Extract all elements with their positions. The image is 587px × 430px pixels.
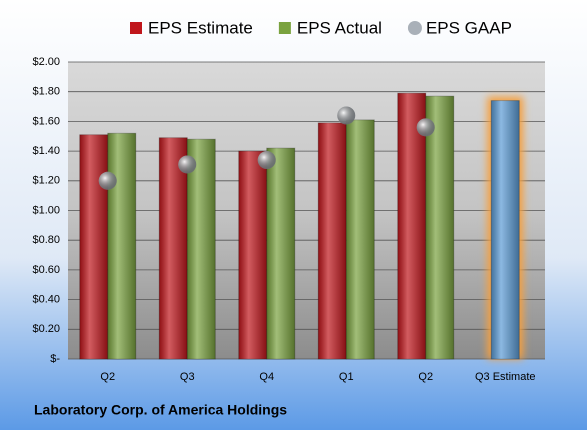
x-tick-label: Q2	[418, 371, 433, 383]
y-tick-label: $0.40	[32, 294, 60, 306]
legend-marker	[278, 22, 291, 34]
bar-shine	[266, 148, 295, 359]
legend-marker	[407, 21, 422, 35]
x-tick-label: Q3	[180, 371, 195, 383]
y-tick-label: $-	[50, 353, 60, 365]
y-tick-label: $0.20	[32, 323, 60, 335]
bar-shine	[79, 134, 108, 359]
y-tick-label: $0.80	[32, 234, 60, 246]
bar-shine	[238, 151, 267, 359]
bar-shine	[425, 96, 454, 359]
footer: Laboratory Corp. of America Holdings	[34, 402, 287, 418]
y-tick-label: $2.00	[32, 56, 60, 68]
bar-shine	[346, 119, 375, 359]
legend-label: EPS Estimate	[148, 18, 253, 37]
y-tick-label: $1.60	[32, 115, 60, 127]
legend-label: EPS Actual	[297, 18, 382, 37]
gaap-shine	[337, 106, 356, 125]
x-tick-label: Q2	[100, 371, 115, 383]
bar-shine	[318, 122, 347, 359]
y-tick-label: $1.00	[32, 204, 60, 216]
bar-shine	[159, 137, 188, 359]
bar-shine	[107, 133, 136, 359]
legend-marker	[130, 22, 142, 34]
legend-label: EPS GAAP	[426, 18, 512, 37]
gaap-shine	[98, 171, 117, 190]
x-tick-label: Q1	[339, 371, 354, 383]
x-tick-label: Q3 Estimate	[475, 371, 536, 383]
gaap-shine	[257, 151, 276, 170]
bar-shine	[397, 93, 426, 359]
gaap-shine	[178, 155, 197, 174]
y-tick-label: $1.20	[32, 175, 60, 187]
gaap-shine	[416, 118, 435, 137]
bar-shine	[187, 139, 216, 359]
bar-shine	[491, 100, 520, 360]
x-tick-label: Q4	[259, 371, 274, 383]
y-tick-label: $1.40	[32, 145, 60, 157]
y-tick-label: $0.60	[32, 264, 60, 276]
y-tick-label: $1.80	[32, 86, 60, 98]
